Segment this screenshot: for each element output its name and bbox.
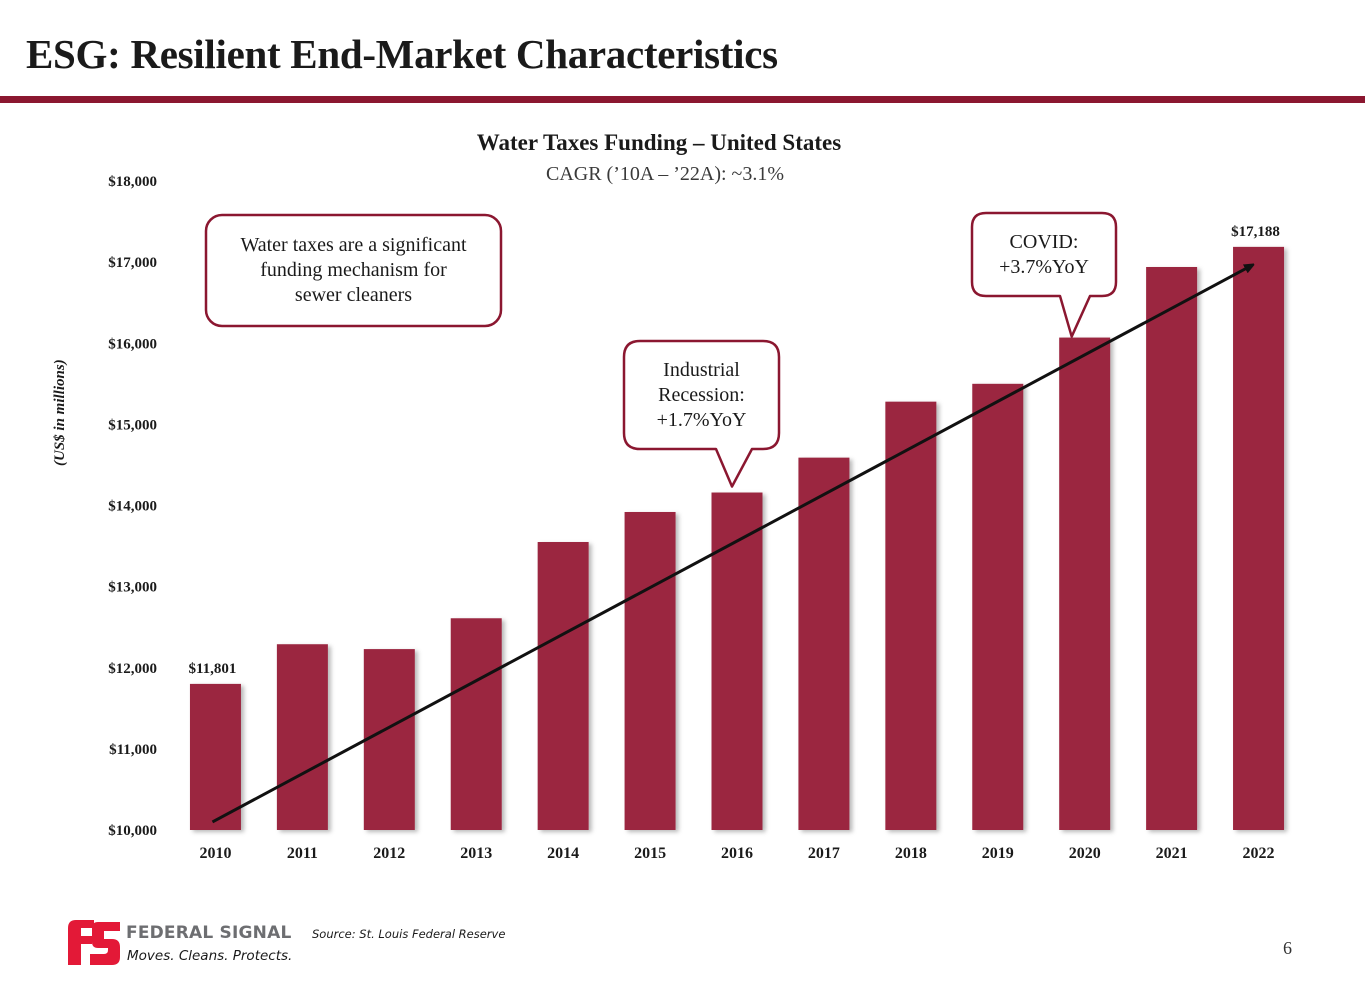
y-tick-label: $12,000 <box>108 661 157 677</box>
callout-line: Industrial <box>663 359 740 381</box>
y-axis: $10,000 $11,000 $12,000 $13,000 $14,000 $15,0… <box>108 174 157 839</box>
callout-line: +1.7%YoY <box>656 409 747 431</box>
bar-2022 <box>1233 246 1285 830</box>
bar-2016 <box>711 492 763 830</box>
slide-title: ESG: Resilient End-Market Characteristic… <box>26 31 778 77</box>
callout-line: Recession: <box>658 384 745 406</box>
bar-2014 <box>537 542 589 830</box>
callout-line: +3.7%YoY <box>999 256 1089 278</box>
brand-name: FEDERAL SIGNAL <box>126 923 292 943</box>
bar-2012 <box>363 649 415 830</box>
x-tick-label: 2022 <box>1243 845 1275 862</box>
bar-2013 <box>450 618 502 830</box>
federal-signal-logo-icon <box>68 920 120 965</box>
callout-industrial-recession-text: Industrial Recession: +1.7%YoY <box>624 358 779 433</box>
y-tick-label: $15,000 <box>108 417 157 433</box>
brand-tagline: Moves. Cleans. Protects. <box>127 948 293 964</box>
chart-subtitle: CAGR (’10A – ’22A): ~3.1% <box>545 163 785 185</box>
callout-covid <box>970 211 1118 338</box>
data-labels: $11,801 $17,188 <box>188 224 1279 677</box>
x-tick-label: 2013 <box>460 845 492 862</box>
page-number: 6 <box>1283 938 1292 958</box>
x-tick-label: 2016 <box>721 845 753 862</box>
bars <box>189 246 1285 830</box>
y-tick-label: $14,000 <box>108 499 157 515</box>
callout-line: COVID: <box>1009 231 1079 253</box>
x-tick-label: 2019 <box>982 845 1014 862</box>
x-tick-label: 2017 <box>808 845 840 862</box>
bar-2010 <box>189 683 241 830</box>
callout-line: sewer cleaners <box>294 284 413 306</box>
y-tick-label: $17,000 <box>108 255 157 271</box>
x-tick-label: 2011 <box>287 845 318 862</box>
callout-funding-note-text: Water taxes are a significant funding me… <box>206 233 501 308</box>
x-axis: 2010 2011 2012 2013 2014 2015 2016 2017 2018 2019… <box>199 845 1274 862</box>
y-tick-label: $10,000 <box>108 823 157 839</box>
x-tick-label: 2015 <box>634 845 666 862</box>
y-axis-label: (US$ in millions) <box>52 359 68 466</box>
callout-line: Water taxes are a significant <box>240 234 467 256</box>
callout-covid-text: COVID: +3.7%YoY <box>972 230 1116 280</box>
y-tick-label: $18,000 <box>108 174 157 190</box>
trend-arrow <box>211 266 1250 824</box>
data-label-2010: $11,801 <box>188 661 236 677</box>
y-tick-label: $11,000 <box>109 742 157 758</box>
x-tick-label: 2021 <box>1156 845 1188 862</box>
x-tick-label: 2018 <box>895 845 927 862</box>
callouts <box>204 211 1118 488</box>
x-tick-label: 2020 <box>1069 845 1101 862</box>
title-divider <box>0 96 1365 103</box>
x-tick-label: 2014 <box>547 845 579 862</box>
callout-line: funding mechanism for <box>260 259 447 281</box>
y-tick-label: $16,000 <box>108 336 157 352</box>
x-tick-label: 2010 <box>199 845 231 862</box>
chart-title: Water Taxes Funding – United States <box>476 130 842 155</box>
callout-industrial-recession <box>622 339 781 488</box>
bar-2021 <box>1146 266 1198 830</box>
bar-2015 <box>624 511 676 830</box>
bar-2018 <box>885 401 937 830</box>
bar-2019 <box>972 383 1024 830</box>
bar-2011 <box>276 644 328 830</box>
source-note: Source: St. Louis Federal Reserve <box>312 927 506 941</box>
bar-2020 <box>1059 337 1111 830</box>
callout-funding-note <box>204 213 503 328</box>
x-tick-label: 2012 <box>373 845 405 862</box>
y-tick-label: $13,000 <box>108 580 157 596</box>
data-label-2022: $17,188 <box>1231 224 1280 240</box>
bar-2017 <box>798 457 850 830</box>
